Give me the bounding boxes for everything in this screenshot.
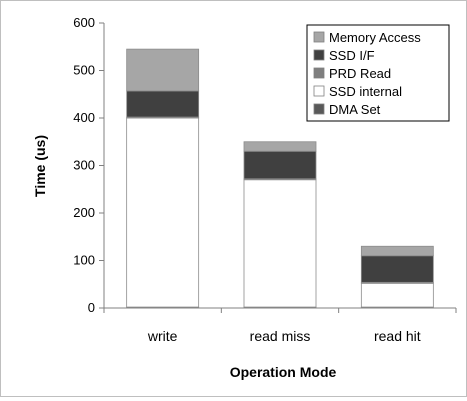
x-axis-label: Operation Mode — [230, 364, 337, 380]
legend-swatch — [313, 85, 325, 97]
legend-item-prd-read: PRD Read — [313, 66, 391, 81]
y-tick-label: 400 — [73, 110, 95, 125]
bar-stack-write — [126, 48, 200, 309]
y-tick-label: 200 — [73, 205, 95, 220]
legend-swatch — [313, 31, 325, 43]
y-axis-label: Time (us) — [32, 135, 48, 197]
legend-swatch — [313, 67, 325, 79]
y-tick-label: 0 — [88, 300, 95, 315]
legend-swatch — [313, 103, 325, 115]
y-tick-label: 100 — [73, 253, 95, 268]
legend-label: PRD Read — [329, 66, 391, 81]
x-tick-label: read miss — [250, 328, 311, 344]
plot-area — [126, 48, 434, 309]
legend-item-ssd-internal: SSD internal — [313, 84, 402, 99]
y-tick-label: 600 — [73, 15, 95, 30]
legend-item-ssd-i-f: SSD I/F — [313, 48, 375, 63]
y-tick-label: 500 — [73, 63, 95, 78]
legend-label: SSD I/F — [329, 48, 375, 63]
legend-box — [306, 24, 450, 122]
bar-stack-read-miss — [243, 141, 317, 309]
legend-label: DMA Set — [329, 102, 381, 117]
legend-label: Memory Access — [329, 30, 421, 45]
bar-segment-ssd-internal — [360, 282, 434, 308]
bar-segment-ssd-i-f — [243, 150, 317, 180]
bar-segment-ssd-internal — [126, 117, 200, 308]
legend-label: SSD internal — [329, 84, 402, 99]
legend-item-memory-access: Memory Access — [313, 30, 421, 45]
y-tick-label: 300 — [73, 158, 95, 173]
legend-swatch — [313, 49, 325, 61]
x-tick-label: read hit — [374, 328, 421, 344]
x-axis: write read miss read hit — [103, 307, 457, 344]
bar-segment-ssd-i-f — [126, 90, 200, 118]
bar-segment-ssd-internal — [243, 179, 317, 308]
legend-item-dma-set: DMA Set — [313, 102, 381, 117]
bar-segment-memory-access — [126, 48, 200, 92]
legend: Memory Access SSD I/F PRD Read SSD internal… — [306, 24, 450, 122]
x-tick-label: write — [147, 328, 178, 344]
bar-segment-memory-access — [360, 245, 434, 257]
bar-stack-read-hit — [360, 245, 434, 309]
bar-segment-ssd-i-f — [360, 255, 434, 283]
y-axis: 0 100 200 300 400 500 600 — [73, 15, 105, 315]
bar-segment-memory-access — [243, 141, 317, 152]
